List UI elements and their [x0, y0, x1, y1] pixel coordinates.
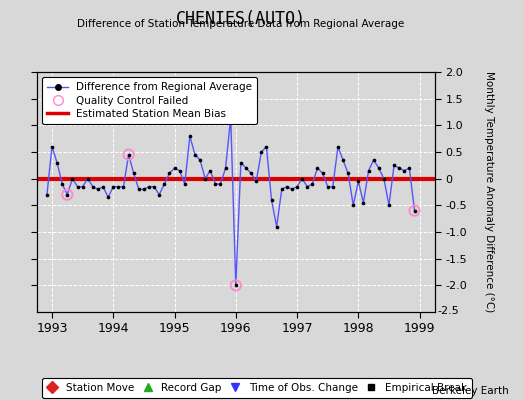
Point — [119, 184, 128, 190]
Point — [114, 184, 123, 190]
Text: Berkeley Earth: Berkeley Earth — [432, 386, 508, 396]
Point — [364, 168, 373, 174]
Point — [176, 168, 184, 174]
Point — [104, 194, 112, 200]
Point — [185, 133, 194, 139]
Point — [58, 181, 67, 187]
Point — [308, 181, 316, 187]
Point — [48, 144, 56, 150]
Point — [89, 184, 97, 190]
Point — [124, 152, 133, 158]
Point — [216, 181, 225, 187]
Point — [129, 170, 138, 176]
Point — [298, 176, 307, 182]
Point — [135, 186, 143, 192]
Legend: Station Move, Record Gap, Time of Obs. Change, Empirical Break: Station Move, Record Gap, Time of Obs. C… — [42, 378, 472, 398]
Point — [155, 192, 163, 198]
Point — [390, 162, 398, 168]
Point — [349, 202, 357, 208]
Point — [282, 184, 291, 190]
Point — [257, 149, 266, 155]
Point — [211, 181, 220, 187]
Point — [385, 202, 393, 208]
Point — [410, 208, 419, 214]
Point — [196, 157, 204, 163]
Point — [160, 181, 169, 187]
Text: Difference of Station Temperature Data from Regional Average: Difference of Station Temperature Data f… — [78, 19, 405, 29]
Point — [410, 208, 419, 214]
Point — [400, 168, 409, 174]
Point — [124, 152, 133, 158]
Point — [232, 282, 240, 288]
Point — [247, 170, 255, 176]
Point — [272, 224, 281, 230]
Point — [369, 157, 378, 163]
Point — [319, 170, 327, 176]
Point — [63, 192, 71, 198]
Point — [221, 165, 230, 171]
Point — [68, 176, 77, 182]
Point — [201, 176, 210, 182]
Point — [181, 181, 189, 187]
Point — [339, 157, 347, 163]
Point — [165, 170, 173, 176]
Point — [313, 165, 322, 171]
Point — [226, 114, 235, 120]
Point — [99, 184, 107, 190]
Point — [109, 184, 117, 190]
Point — [395, 165, 403, 171]
Point — [293, 184, 301, 190]
Point — [145, 184, 153, 190]
Point — [206, 168, 214, 174]
Point — [43, 192, 51, 198]
Text: CHENIES(AUTO): CHENIES(AUTO) — [176, 10, 306, 28]
Point — [278, 186, 286, 192]
Point — [267, 197, 276, 203]
Point — [242, 165, 250, 171]
Text: -2.5: -2.5 — [438, 306, 460, 316]
Point — [334, 144, 342, 150]
Point — [329, 184, 337, 190]
Point — [237, 160, 245, 166]
Point — [170, 165, 179, 171]
Point — [191, 152, 199, 158]
Point — [380, 176, 388, 182]
Y-axis label: Monthly Temperature Anomaly Difference (°C): Monthly Temperature Anomaly Difference (… — [484, 71, 494, 313]
Point — [323, 184, 332, 190]
Point — [79, 184, 87, 190]
Point — [63, 192, 71, 198]
Point — [83, 176, 92, 182]
Point — [226, 114, 235, 120]
Point — [53, 160, 61, 166]
Point — [344, 170, 352, 176]
Point — [405, 165, 413, 171]
Point — [262, 144, 270, 150]
Point — [94, 186, 102, 192]
Point — [73, 184, 82, 190]
Point — [288, 186, 296, 192]
Point — [354, 178, 363, 184]
Point — [359, 200, 368, 206]
Point — [375, 165, 383, 171]
Point — [232, 282, 240, 288]
Point — [252, 178, 260, 184]
Point — [140, 186, 148, 192]
Point — [303, 184, 311, 190]
Point — [150, 184, 158, 190]
